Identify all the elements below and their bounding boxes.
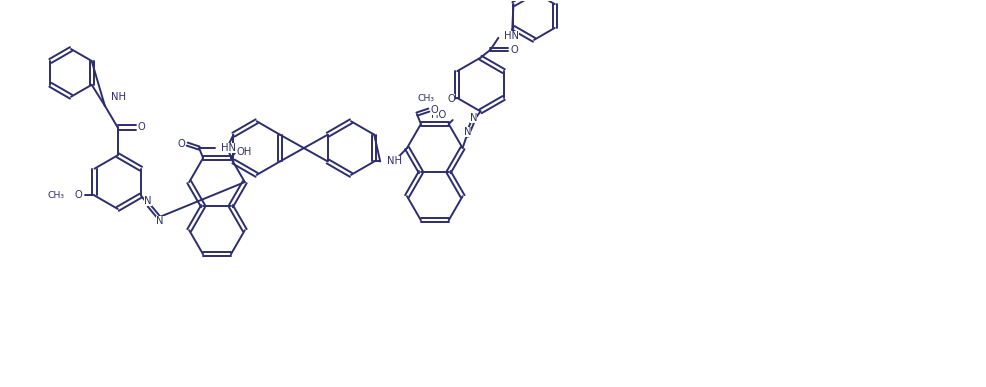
- Text: HN: HN: [221, 143, 236, 153]
- Text: O: O: [431, 105, 439, 115]
- Text: O: O: [75, 190, 83, 200]
- Text: NH: NH: [110, 92, 126, 102]
- Text: O: O: [511, 45, 518, 55]
- Text: O: O: [448, 94, 456, 104]
- Text: CH₃: CH₃: [47, 191, 65, 200]
- Text: CH₃: CH₃: [417, 94, 435, 103]
- Text: HO: HO: [432, 110, 447, 120]
- Text: N: N: [156, 216, 164, 226]
- Text: OH: OH: [237, 147, 252, 157]
- Text: O: O: [138, 122, 145, 132]
- Text: N: N: [463, 127, 471, 137]
- Text: HN: HN: [504, 31, 520, 41]
- Text: N: N: [469, 113, 477, 123]
- Text: NH: NH: [387, 156, 402, 166]
- Text: O: O: [177, 139, 185, 149]
- Text: N: N: [144, 197, 152, 206]
